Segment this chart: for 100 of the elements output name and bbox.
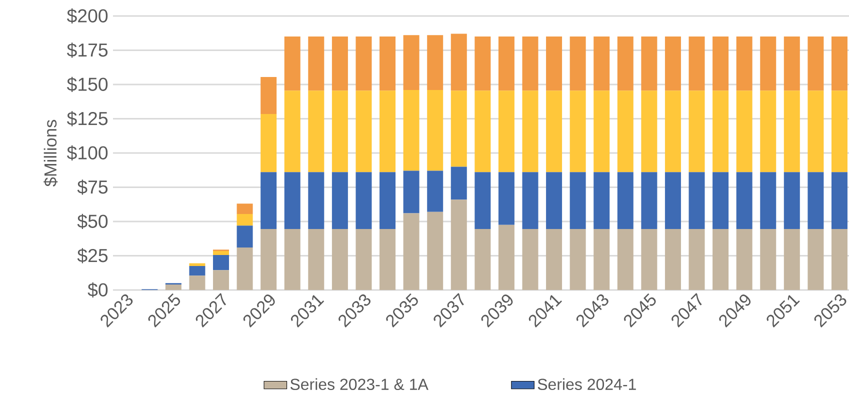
bar (380, 229, 396, 290)
bar (189, 263, 206, 266)
bar (450, 200, 467, 290)
bar (688, 229, 705, 290)
bar (427, 170, 444, 212)
bar (784, 36, 800, 91)
bar (260, 114, 277, 172)
bar (594, 90, 610, 172)
bar (570, 36, 586, 91)
bar (356, 36, 372, 91)
bar (260, 229, 277, 290)
bar (760, 90, 776, 172)
bar (427, 35, 444, 90)
bar (617, 36, 634, 91)
bar (380, 90, 396, 172)
bar (688, 172, 705, 230)
bar (403, 90, 420, 171)
bar (308, 90, 324, 172)
bar (356, 90, 372, 172)
y-tick-label: $50 (77, 214, 108, 230)
bar (736, 172, 752, 230)
bar (332, 172, 348, 230)
bar (165, 284, 182, 290)
bar (189, 276, 206, 290)
bar (760, 36, 776, 91)
bar (284, 90, 300, 172)
bar (617, 229, 634, 290)
bar (522, 36, 538, 91)
bar (308, 36, 324, 91)
bar (688, 90, 705, 172)
bar (213, 255, 230, 270)
bar (641, 36, 658, 91)
bar (260, 172, 277, 230)
bar (712, 229, 729, 290)
bar (284, 172, 300, 230)
bar (213, 250, 230, 256)
bar (784, 229, 800, 290)
bar (664, 229, 681, 290)
bar (356, 172, 372, 230)
bar (712, 90, 729, 172)
bar (736, 36, 752, 91)
bar (308, 229, 324, 290)
y-tick-label: $150 (66, 76, 108, 92)
bar (403, 213, 420, 290)
bar (664, 36, 681, 91)
bar (808, 90, 824, 172)
bar (380, 36, 396, 91)
bar (594, 229, 610, 290)
bar (403, 170, 420, 214)
bar (570, 90, 586, 172)
bar (808, 229, 824, 290)
bar (641, 90, 658, 172)
bar (688, 36, 705, 91)
y-tick-label: $200 (66, 8, 108, 24)
bar (570, 172, 586, 230)
bar (664, 90, 681, 172)
bar (260, 76, 277, 114)
y-tick-label: $125 (66, 111, 108, 126)
bar (760, 229, 776, 290)
bar (570, 229, 586, 290)
bar (236, 226, 253, 248)
bar (284, 229, 300, 290)
y-tick-label: $75 (77, 180, 108, 195)
bar (236, 204, 253, 214)
bar (236, 248, 253, 290)
bar (332, 36, 348, 91)
bar (474, 90, 491, 172)
bar (403, 35, 420, 90)
bar (522, 172, 538, 230)
bar (356, 229, 372, 290)
bar (760, 172, 776, 230)
bar (522, 90, 538, 172)
bar (641, 172, 658, 230)
bar (641, 229, 658, 290)
y-tick-label: $100 (66, 145, 108, 161)
bar (236, 214, 253, 226)
y-axis-title: $Millions (44, 120, 58, 187)
bar (736, 90, 752, 172)
bar (450, 90, 467, 167)
bar (332, 229, 348, 290)
bar (308, 172, 324, 230)
bar (831, 172, 848, 230)
bar (450, 34, 467, 91)
bar (380, 172, 396, 230)
bar (546, 229, 562, 290)
bar (498, 36, 514, 91)
bar (617, 90, 634, 172)
bar (784, 172, 800, 230)
bar (594, 36, 610, 91)
bar (831, 36, 848, 91)
bar (546, 172, 562, 230)
bar (784, 90, 800, 172)
bar (498, 224, 514, 290)
bar (474, 172, 491, 230)
bar (498, 172, 514, 225)
legend-label: Series 2024-1 (538, 378, 636, 390)
bar (474, 36, 491, 91)
bar (427, 90, 444, 171)
bar (808, 172, 824, 230)
bar (808, 36, 824, 91)
